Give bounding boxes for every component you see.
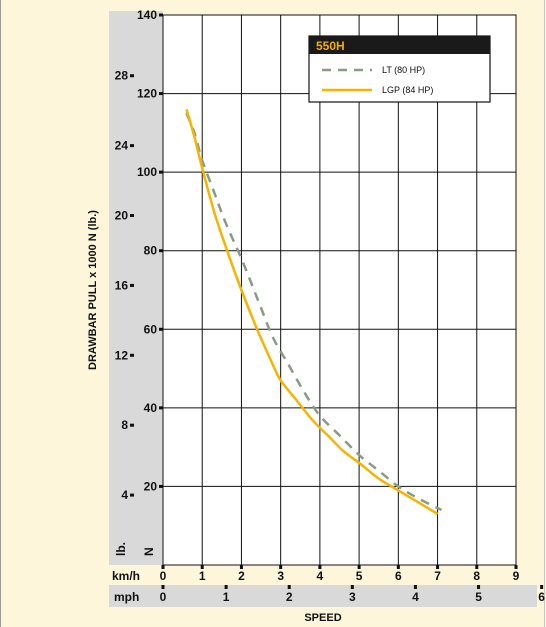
x-tick-mark-kmh (436, 565, 440, 569)
x-tick-mark-kmh (279, 565, 283, 569)
x-tick-label-mph: 2 (286, 590, 293, 604)
x-tick-label-kmh: 7 (434, 569, 441, 583)
x-tick-mark-mph (161, 585, 165, 589)
y-tick-mark-lb (130, 214, 134, 218)
x-tick-label-mph: 5 (475, 590, 482, 604)
x-tick-mark-kmh (357, 565, 361, 569)
y-tick-mark-lb (130, 493, 134, 497)
x-tick-mark-kmh (475, 565, 479, 569)
y-tick-label-lb: 24 (115, 139, 129, 153)
y-tick-label-n: 40 (144, 401, 158, 415)
y-tick-label-n: 20 (144, 479, 158, 493)
legend-label-lgp: LGP (84 HP) (382, 85, 433, 95)
y-unit-n: N (142, 547, 156, 556)
legend-header (309, 36, 490, 54)
x-tick-mark-kmh (396, 565, 400, 569)
y-tick-mark-lb (130, 283, 134, 287)
x-axis-title: SPEED (304, 612, 341, 624)
x-tick-mark-kmh (318, 565, 322, 569)
x-tick-label-mph: 4 (412, 590, 419, 604)
y-tick-mark-lb (130, 144, 134, 148)
series-line-lgp (185, 108, 439, 515)
series-lines (185, 108, 443, 515)
x-tick-mark-mph (287, 585, 291, 589)
y-axis-title: DRAWBAR PULL x 1000 N (lb.) (87, 210, 99, 370)
y-tick-label-n: 140 (137, 8, 157, 22)
x-tick-mark-kmh (200, 565, 204, 569)
y-tick-label-lb: 12 (115, 348, 129, 362)
x-tick-label-kmh: 1 (199, 569, 206, 583)
series-line-lt (185, 112, 443, 512)
y-tick-mark-lb (130, 353, 134, 357)
x-tick-label-kmh: 9 (513, 569, 520, 583)
x-tick-label-kmh: 6 (395, 569, 402, 583)
x-tick-mark-mph (413, 585, 417, 589)
x-tick-mark-kmh (239, 565, 243, 569)
y-tick-mark-n (159, 92, 163, 96)
plot-area (162, 14, 517, 566)
legend: 550H LT (80 HP) LGP (84 HP) (308, 35, 491, 103)
y-tick-mark-lb (130, 74, 134, 78)
y-tick-label-n: 100 (137, 165, 157, 179)
y-tick-label-n: 80 (144, 244, 158, 258)
y-tick-mark-n (159, 13, 163, 17)
y-tick-label-n: 120 (137, 87, 157, 101)
y-axis-ticks: 20 40 60 80 100 120 140 4 8 12 16 20 24 28 (115, 8, 163, 502)
y-tick-mark-n (159, 170, 163, 174)
y-unit-lb: lb. (114, 542, 128, 556)
y-tick-label-lb: 4 (121, 488, 128, 502)
y-tick-mark-n (159, 327, 163, 331)
x-tick-label-kmh: 2 (238, 569, 245, 583)
x-tick-mark-mph (350, 585, 354, 589)
y-tick-mark-n (159, 249, 163, 253)
x-tick-mark-kmh (161, 565, 165, 569)
y-tick-label-n: 60 (144, 322, 158, 336)
y-tick-label-lb: 28 (115, 69, 129, 83)
x-tick-label-mph: 3 (349, 590, 356, 604)
x-tick-label-kmh: 0 (160, 569, 167, 583)
x-tick-label-mph: 0 (160, 590, 167, 604)
x-tick-mark-kmh (514, 565, 518, 569)
x-axis-ticks: 0 1 2 3 4 5 6 7 8 90 1 2 3 4 5 6 (160, 565, 545, 604)
x-tick-label-kmh: 5 (356, 569, 363, 583)
y-tick-mark-n (159, 484, 163, 488)
legend-label-lt: LT (80 HP) (382, 65, 425, 75)
x-tick-mark-mph (477, 585, 481, 589)
x-tick-mark-mph (224, 585, 228, 589)
y-tick-mark-n (159, 406, 163, 410)
y-tick-label-lb: 16 (115, 278, 129, 292)
x-tick-label-mph: 6 (538, 590, 545, 604)
y-tick-label-lb: 20 (115, 209, 129, 223)
x-tick-label-kmh: 3 (277, 569, 284, 583)
x-tick-mark-mph (540, 585, 544, 589)
y-tick-mark-lb (130, 423, 134, 427)
x-axis-band-mph (109, 585, 537, 607)
y-tick-label-lb: 8 (121, 418, 128, 432)
legend-title: 550H (316, 39, 345, 53)
x-tick-label-kmh: 4 (317, 569, 324, 583)
x-unit-kmh: km/h (112, 569, 140, 583)
y-axis-band (109, 11, 163, 565)
x-tick-label-mph: 1 (223, 590, 230, 604)
x-unit-mph: mph (114, 590, 139, 604)
x-tick-label-kmh: 8 (473, 569, 480, 583)
